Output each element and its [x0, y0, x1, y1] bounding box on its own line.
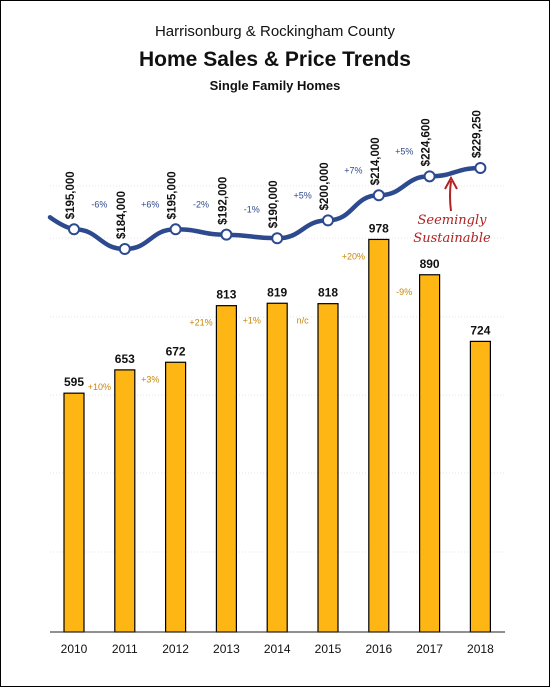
x-tick-2012: 2012 — [162, 642, 189, 656]
price-label-2014: $190,000 — [268, 180, 280, 228]
sales-bar-2011 — [114, 369, 136, 633]
chart-subtitle: Harrisonburg & Rockingham County — [154, 23, 396, 40]
sales-bar-2018 — [469, 340, 491, 633]
annotation-arrow-shaft — [449, 180, 452, 212]
price-point-2015 — [322, 214, 334, 227]
sales-bar-2014 — [266, 302, 288, 633]
sales-bar-2015 — [317, 303, 339, 633]
chart-title: Home Sales & Price Trends — [139, 48, 411, 71]
price-label-2013: $192,000 — [217, 177, 229, 225]
price-change-1: +6% — [141, 199, 159, 209]
price-point-2016 — [372, 189, 385, 202]
x-tick-2010: 2010 — [61, 642, 88, 656]
price-label-2017: $224,600 — [421, 118, 433, 166]
sales-bar-2013 — [215, 305, 237, 633]
price-change-3: -1% — [244, 205, 260, 215]
sales-change-0: +10% — [88, 382, 111, 392]
x-tick-2017: 2017 — [416, 642, 443, 656]
price-point-2012 — [169, 223, 182, 236]
sales-change-3: +1% — [243, 315, 261, 325]
x-tick-2013: 2013 — [213, 642, 240, 656]
sales-bar-2016 — [368, 238, 390, 633]
annotation-line-0: Seemingly — [418, 213, 488, 228]
sales-label-2016: 978 — [369, 221, 389, 235]
sales-label-2018: 724 — [470, 323, 490, 337]
sales-label-2014: 819 — [267, 285, 287, 299]
sales-bar-2010 — [63, 392, 85, 633]
sales-label-2012: 672 — [166, 344, 186, 358]
sales-change-5: +20% — [342, 251, 365, 261]
price-label-2012: $195,000 — [167, 171, 179, 219]
price-point-2017 — [423, 170, 436, 183]
sales-label-2011: 653 — [115, 352, 135, 366]
price-label-2011: $184,000 — [116, 191, 128, 239]
sales-label-2017: 890 — [420, 257, 440, 271]
sales-bar-2012 — [165, 361, 187, 633]
price-point-2013 — [220, 228, 233, 241]
price-point-2011 — [118, 243, 131, 255]
chart-category: Single Family Homes — [209, 78, 341, 93]
annotation-arrow-head — [444, 175, 458, 190]
x-tick-2015: 2015 — [315, 642, 342, 656]
sales-bar-2017 — [419, 274, 441, 633]
x-tick-2018: 2018 — [467, 642, 494, 656]
price-change-0: -6% — [91, 199, 107, 209]
x-tick-2016: 2016 — [365, 642, 392, 656]
price-change-2: -2% — [193, 199, 209, 209]
sales-change-6: -9% — [396, 287, 412, 297]
price-point-2018 — [474, 162, 487, 174]
price-change-5: +7% — [344, 165, 362, 175]
sales-label-2013: 813 — [216, 288, 236, 302]
sales-change-2: +21% — [189, 318, 212, 328]
x-tick-2014: 2014 — [264, 642, 291, 656]
price-change-4: +5% — [293, 190, 311, 200]
price-label-2018: $229,250 — [471, 110, 483, 158]
price-point-2014 — [271, 232, 284, 245]
x-tick-2011: 2011 — [112, 642, 138, 656]
sales-change-1: +3% — [141, 374, 159, 384]
price-change-6: +5% — [395, 146, 413, 156]
price-line — [47, 165, 483, 252]
price-label-2010: $195,000 — [65, 171, 77, 219]
sales-label-2010: 595 — [64, 375, 84, 389]
price-point-2010 — [68, 223, 80, 236]
price-label-2015: $200,000 — [319, 162, 331, 210]
price-label-2016: $214,000 — [370, 137, 382, 185]
sales-label-2015: 818 — [318, 286, 338, 300]
sales-change-4: n/c — [297, 316, 310, 326]
annotation-line-1: Sustainable — [413, 231, 491, 246]
